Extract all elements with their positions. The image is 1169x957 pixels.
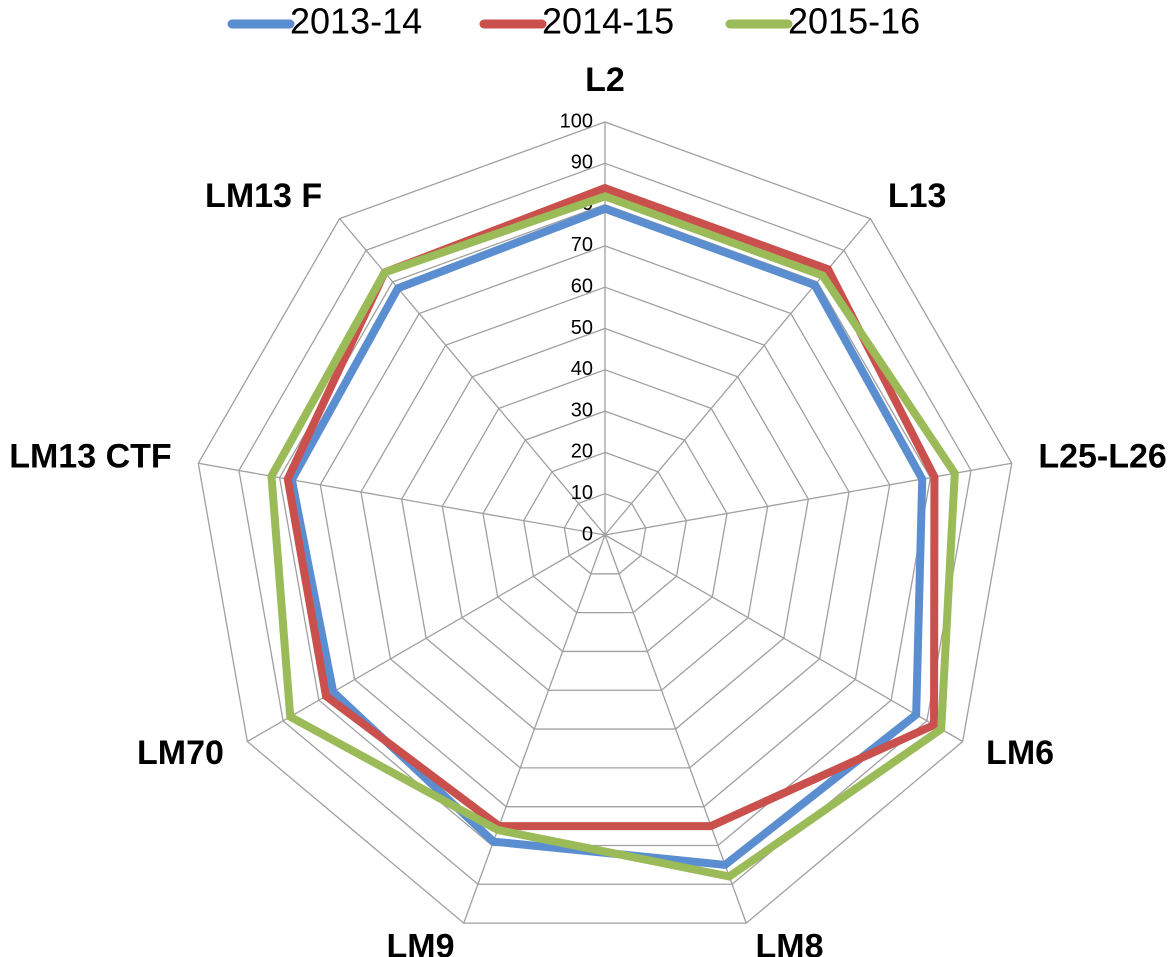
legend-label: 2013-14 [290,1,422,42]
category-label: L25-L26 [1038,438,1167,476]
category-label: LM9 [387,927,455,957]
spoke [247,534,606,743]
category-label: LM70 [137,734,224,772]
category-label: LM8 [755,927,823,957]
grid-ring [441,369,769,691]
category-label: LM13 CTF [9,438,171,476]
tick-label: 70 [571,234,593,256]
spoke [463,534,606,924]
tick-label: 90 [571,152,593,174]
grid-ring [197,121,1013,924]
tick-label: 30 [571,399,593,421]
spoke [604,462,1012,536]
category-label: LM6 [986,734,1054,772]
grid-ring [482,410,728,653]
spoke [604,534,963,743]
tick-label: 20 [571,441,593,463]
grid-ring [319,245,891,808]
category-label: L13 [888,177,947,215]
category-label: LM13 F [205,177,322,215]
legend-label: 2015-16 [788,1,920,42]
series-line [283,183,939,831]
spoke [604,534,747,924]
spoke [198,462,606,536]
grid-ring [522,451,688,614]
spoke [339,218,606,536]
tick-label: 40 [571,358,593,380]
tick-label: 0 [582,523,593,545]
legend-label: 2014-15 [542,1,674,42]
tick-label: 100 [560,110,593,132]
grid-ring [238,162,972,885]
tick-label: 50 [571,317,593,339]
category-label: L2 [585,61,625,99]
grid-ring [563,493,647,575]
tick-label: 60 [571,275,593,297]
grid-ring [400,327,810,730]
tick-label: 10 [571,482,593,504]
grid-ring [360,286,850,769]
series-line [267,192,959,881]
